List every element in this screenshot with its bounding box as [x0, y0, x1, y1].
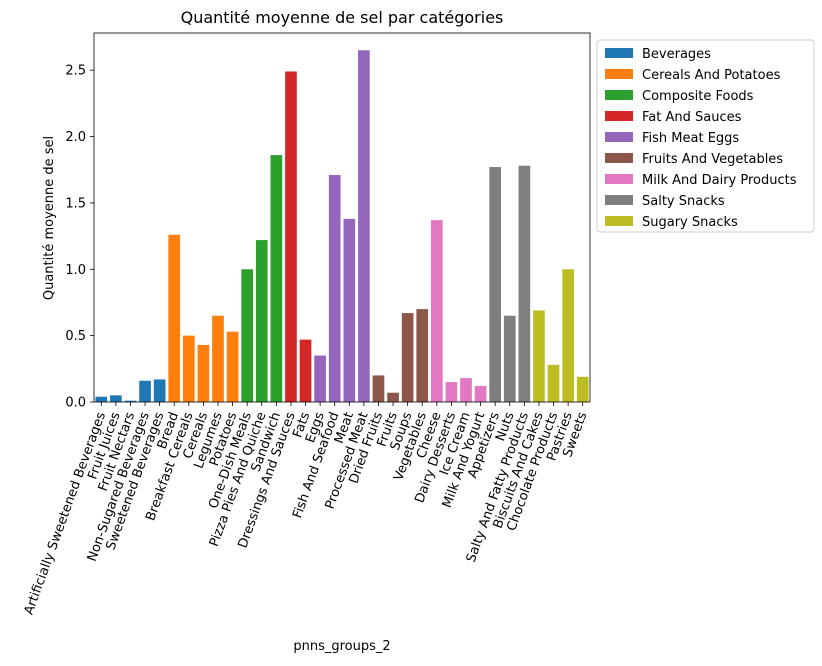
legend-label: Fruits And Vegetables: [642, 152, 783, 167]
bar-non-sugared-beverages: [139, 380, 151, 402]
bar-dried-fruits: [372, 375, 385, 402]
y-tick-label: 0.5: [65, 329, 86, 344]
bar-sweets: [576, 376, 589, 402]
bar-cereals: [197, 344, 210, 402]
legend-box: [596, 39, 815, 233]
bar-fruit-juices: [110, 395, 122, 402]
bar-milk-and-yogurt: [474, 386, 487, 402]
y-axis-label: Quantité moyenne de sel: [42, 136, 57, 300]
chart-title: Quantité moyenne de sel par catégories: [181, 8, 504, 27]
y-tick-label: 0.0: [65, 396, 86, 411]
x-tick-label: Artificially Sweetened Beverages: [22, 410, 110, 617]
bar-bread: [168, 234, 181, 402]
plot-frame: [93, 32, 591, 403]
bar-salty-and-fatty-products: [518, 165, 531, 402]
y-tick-label: 2.0: [65, 130, 86, 145]
bar-artificially-sweetened-beverages: [95, 396, 108, 402]
legend-swatch: [605, 111, 633, 121]
bar-eggs: [314, 355, 326, 402]
bar-sweetened-beverages: [153, 379, 166, 402]
bar-fruits: [387, 392, 399, 402]
bar-breakfast-cereals: [182, 335, 195, 402]
legend-label: Beverages: [642, 47, 711, 62]
legend-swatch: [605, 216, 633, 226]
bar-dairy-desserts: [445, 382, 458, 402]
bar-fats: [299, 339, 312, 402]
legend-label: Sugary Snacks: [642, 215, 738, 230]
y-tick-label: 2.5: [65, 64, 86, 79]
legend-swatch: [605, 132, 633, 142]
bar-sandwich: [270, 155, 283, 402]
bar-pizza-pies-and-quiche: [255, 240, 268, 402]
bars: [95, 50, 589, 403]
bar-chocolate-products: [547, 364, 560, 402]
bar-fish-and-seafood: [328, 175, 341, 402]
bar-soups: [401, 313, 414, 402]
legend-label: Salty Snacks: [642, 194, 725, 209]
legend-label: Cereals And Potatoes: [642, 68, 781, 83]
bar-appetizers: [489, 167, 502, 402]
legend-swatch: [605, 153, 633, 163]
legend-label: Composite Foods: [642, 89, 754, 104]
bar-meat: [343, 218, 356, 402]
legend-swatch: [605, 90, 633, 100]
bar-fruit-nectars: [124, 400, 137, 402]
legend-label: Fish Meat Eggs: [642, 131, 739, 146]
legend-swatch: [605, 174, 633, 184]
legend-label: Fat And Sauces: [642, 110, 742, 125]
bar-biscuits-and-cakes: [533, 310, 545, 402]
bar-dressings-and-sauces: [285, 71, 297, 403]
y-tick-label: 1.0: [65, 263, 86, 278]
bar-processed-meat: [358, 50, 370, 402]
bar-pastries: [562, 269, 574, 402]
bar-potatoes: [226, 331, 239, 402]
legend-swatch: [605, 195, 633, 205]
legend: Beverages Cereals And Potatoes Composite F…: [596, 39, 815, 233]
bar-legumes: [212, 315, 224, 402]
y-tick-label: 1.5: [65, 196, 86, 211]
bar-cheese: [430, 220, 443, 402]
legend-swatch: [605, 69, 633, 79]
x-axis-label: pnns_groups_2: [293, 639, 390, 654]
bar-ice-cream: [460, 378, 472, 402]
legend-swatch: [605, 48, 633, 58]
bar-one-dish-meals: [241, 269, 254, 402]
bar-nuts: [503, 315, 516, 402]
legend-label: Milk And Dairy Products: [642, 173, 797, 188]
bar-vegetables: [416, 309, 429, 402]
